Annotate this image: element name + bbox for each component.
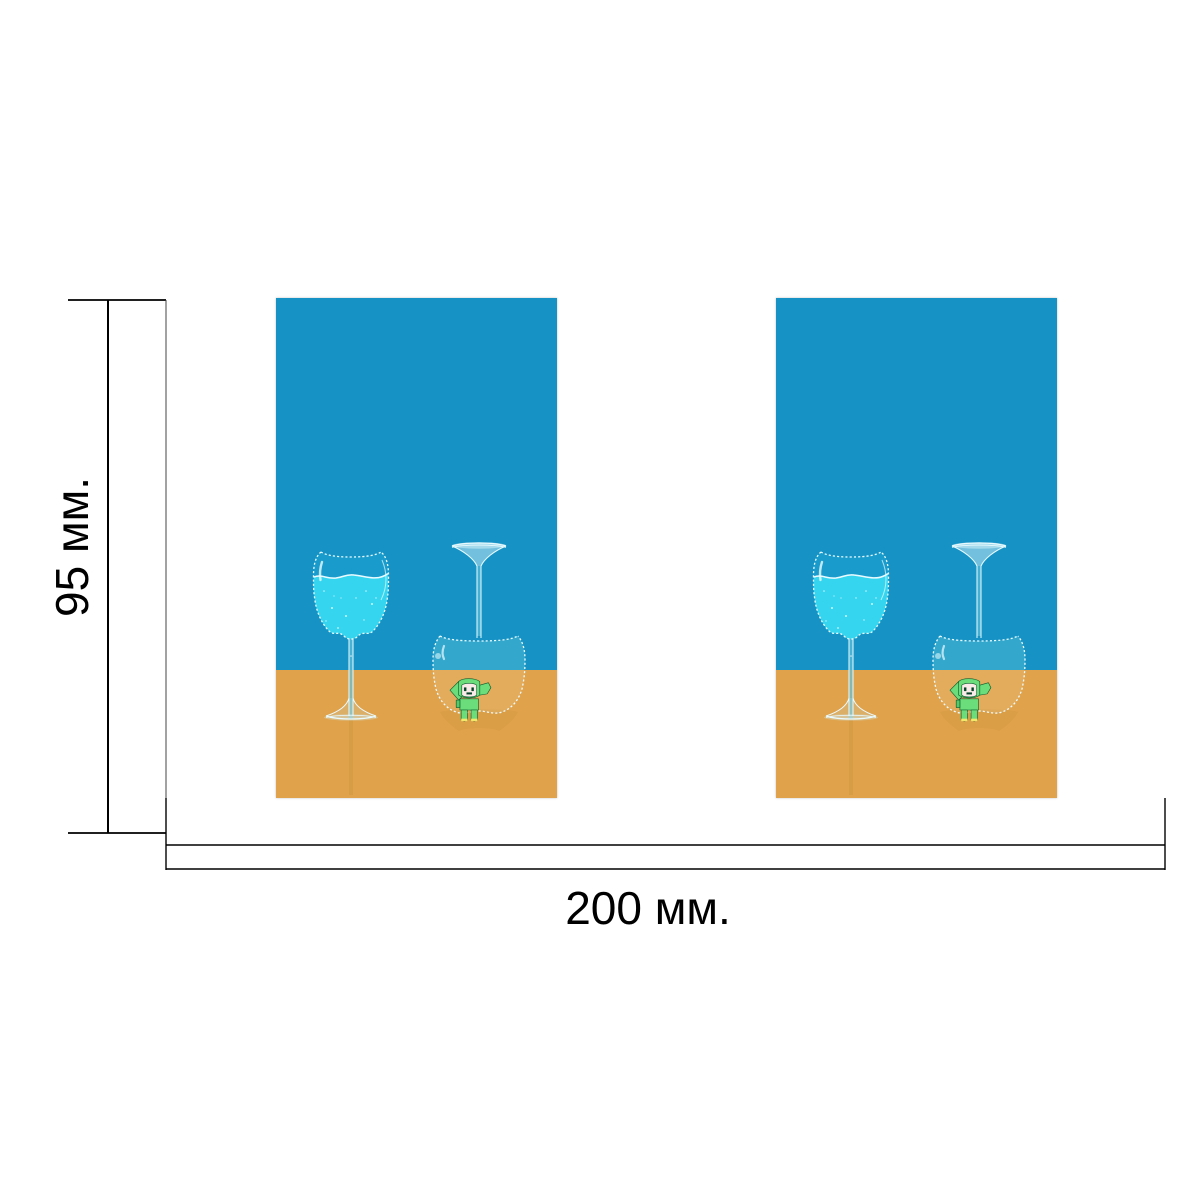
svg-text:95 мм.: 95 мм. <box>46 477 98 617</box>
svg-text:200 мм.: 200 мм. <box>565 882 731 934</box>
